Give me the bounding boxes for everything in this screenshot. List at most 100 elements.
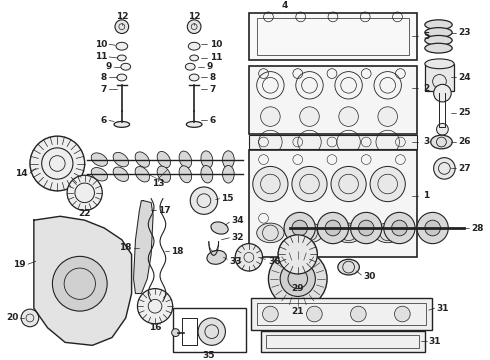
Text: 18: 18	[171, 247, 183, 256]
Text: 13: 13	[152, 179, 164, 188]
Ellipse shape	[135, 152, 149, 167]
Text: 24: 24	[458, 73, 471, 82]
Ellipse shape	[179, 166, 192, 183]
Circle shape	[198, 318, 225, 345]
Text: 6: 6	[101, 116, 107, 125]
Circle shape	[425, 220, 441, 236]
Circle shape	[392, 220, 407, 236]
Text: 18: 18	[119, 243, 132, 252]
Ellipse shape	[179, 151, 192, 168]
Text: 9: 9	[106, 62, 112, 71]
Ellipse shape	[188, 42, 200, 50]
Text: 31: 31	[437, 304, 449, 313]
Text: 11: 11	[95, 53, 107, 62]
Text: 9: 9	[207, 62, 213, 71]
Circle shape	[292, 220, 308, 236]
Ellipse shape	[425, 59, 454, 69]
Circle shape	[269, 249, 327, 308]
Ellipse shape	[113, 167, 128, 181]
Ellipse shape	[190, 55, 198, 61]
Text: 29: 29	[292, 284, 304, 293]
Text: 8: 8	[210, 73, 216, 82]
Ellipse shape	[425, 43, 452, 53]
Circle shape	[350, 212, 382, 244]
Circle shape	[284, 212, 316, 244]
Text: 5: 5	[423, 32, 429, 41]
Bar	[249, 135, 417, 149]
Circle shape	[278, 235, 318, 274]
Ellipse shape	[157, 166, 171, 183]
Ellipse shape	[116, 42, 128, 50]
Text: 12: 12	[188, 12, 200, 21]
Text: 35: 35	[202, 351, 215, 360]
Circle shape	[187, 20, 201, 33]
Ellipse shape	[222, 151, 234, 168]
Circle shape	[280, 261, 316, 296]
Circle shape	[21, 309, 39, 327]
Circle shape	[434, 158, 455, 179]
Text: 11: 11	[210, 53, 222, 62]
Text: 25: 25	[458, 108, 470, 117]
Text: 20: 20	[6, 314, 18, 323]
Text: 8: 8	[101, 73, 107, 82]
Circle shape	[67, 175, 102, 210]
Ellipse shape	[117, 74, 127, 81]
Text: 30: 30	[363, 273, 376, 282]
Bar	[425, 64, 454, 91]
Ellipse shape	[201, 151, 213, 168]
Circle shape	[261, 107, 280, 126]
Text: 12: 12	[116, 12, 128, 21]
Circle shape	[370, 166, 405, 202]
Ellipse shape	[425, 35, 452, 45]
Bar	[267, 334, 419, 348]
Ellipse shape	[185, 63, 195, 70]
Ellipse shape	[113, 152, 128, 167]
Ellipse shape	[296, 223, 323, 243]
Ellipse shape	[257, 223, 284, 243]
Ellipse shape	[374, 223, 401, 243]
Ellipse shape	[186, 121, 202, 127]
Bar	[172, 308, 246, 352]
Ellipse shape	[425, 28, 452, 37]
Circle shape	[172, 329, 179, 337]
Text: 4: 4	[282, 1, 288, 10]
Text: 34: 34	[231, 216, 244, 225]
Text: 28: 28	[471, 224, 483, 233]
Ellipse shape	[118, 55, 126, 61]
Text: 31: 31	[429, 337, 441, 346]
Bar	[249, 13, 417, 60]
Circle shape	[263, 306, 278, 322]
Circle shape	[325, 220, 341, 236]
Ellipse shape	[135, 167, 149, 182]
Circle shape	[331, 166, 366, 202]
Circle shape	[307, 306, 322, 322]
Text: 19: 19	[13, 260, 26, 269]
Ellipse shape	[91, 153, 107, 166]
Circle shape	[278, 235, 318, 274]
Text: 33: 33	[229, 257, 242, 266]
Text: 17: 17	[158, 206, 171, 215]
Polygon shape	[34, 216, 132, 345]
Bar	[261, 330, 425, 352]
Circle shape	[378, 107, 397, 126]
Bar	[257, 303, 426, 325]
Bar	[249, 66, 417, 134]
Text: 6: 6	[210, 116, 216, 125]
Text: 27: 27	[458, 164, 471, 173]
Text: 14: 14	[15, 169, 28, 178]
Circle shape	[292, 166, 327, 202]
Circle shape	[115, 20, 129, 33]
Ellipse shape	[211, 222, 228, 234]
Bar	[249, 150, 417, 257]
Circle shape	[190, 187, 218, 214]
Text: 21: 21	[292, 307, 304, 316]
Text: 36: 36	[269, 257, 281, 266]
Text: 32: 32	[231, 233, 244, 242]
Circle shape	[235, 244, 263, 271]
Circle shape	[339, 107, 358, 126]
Text: 2: 2	[423, 84, 429, 93]
Text: 7: 7	[101, 85, 107, 94]
Ellipse shape	[121, 63, 131, 70]
Circle shape	[52, 256, 107, 311]
Circle shape	[253, 166, 288, 202]
